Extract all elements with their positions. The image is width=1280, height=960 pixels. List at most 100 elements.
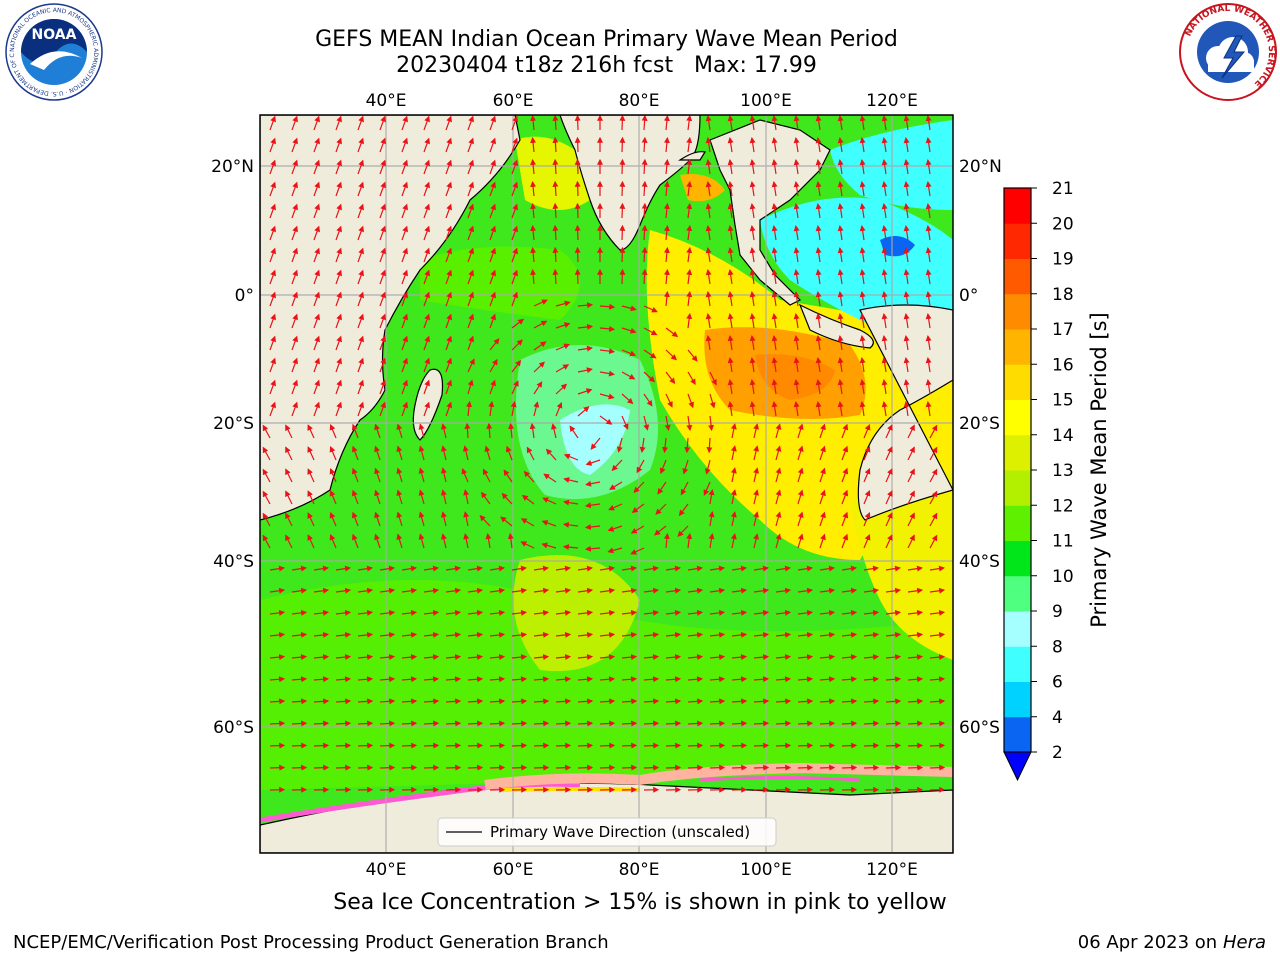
colorbar-segment <box>1004 399 1031 436</box>
wave-arrow <box>269 676 286 683</box>
wave-arrow <box>467 269 474 285</box>
wave-arrow <box>552 136 559 153</box>
wave-arrow <box>929 424 938 439</box>
wave-arrow <box>329 423 337 439</box>
wave-arrow <box>269 225 276 241</box>
wave-arrow <box>563 499 579 506</box>
wave-arrow <box>686 246 693 263</box>
wave-arrow <box>489 698 506 705</box>
wave-arrow <box>929 565 945 572</box>
wave-arrow <box>687 764 704 771</box>
wave-arrow <box>687 587 704 594</box>
wave-arrow <box>749 203 756 219</box>
wave-arrow <box>520 541 535 549</box>
colorbar-segment <box>1004 223 1031 259</box>
wave-arrow <box>291 115 298 131</box>
wave-arrow <box>885 565 901 572</box>
wave-arrow <box>463 511 470 527</box>
wave-arrow <box>863 489 871 505</box>
wave-arrow <box>863 467 871 483</box>
wave-arrow <box>815 269 822 285</box>
wave-arrow <box>401 401 408 417</box>
arabian-sea-field <box>420 246 580 320</box>
wave-arrow <box>313 357 320 373</box>
wave-arrow <box>440 489 447 505</box>
wave-arrow <box>569 425 579 439</box>
wave-arrow <box>423 654 440 661</box>
wave-arrow <box>705 181 712 197</box>
wave-arrow <box>665 654 682 661</box>
wave-arrow <box>907 534 915 549</box>
wave-arrow <box>423 609 440 616</box>
wave-arrow <box>663 180 670 197</box>
wave-arrow <box>574 246 581 263</box>
wave-arrow <box>329 467 337 483</box>
wave-arrow <box>655 503 667 515</box>
wave-arrow <box>599 720 616 727</box>
wave-arrow <box>262 490 271 505</box>
wave-arrow <box>665 631 682 638</box>
wave-arrow <box>511 609 528 616</box>
wave-arrow <box>401 609 418 616</box>
wave-arrow <box>797 654 814 661</box>
wave-arrow <box>335 181 342 197</box>
wave-arrow <box>631 503 645 514</box>
legend-label: Primary Wave Direction (unscaled) <box>490 823 750 841</box>
wave-arrow <box>357 291 364 307</box>
wave-arrow <box>357 137 364 153</box>
wave-arrow <box>815 291 822 307</box>
wave-arrow <box>335 247 342 263</box>
wave-arrow <box>881 313 888 329</box>
wave-arrow <box>859 247 866 263</box>
wave-arrow <box>533 401 540 417</box>
wave-arrow <box>665 565 681 572</box>
wave-arrow <box>815 181 822 197</box>
wave-arrow <box>907 676 924 683</box>
wave-arrow <box>903 335 910 351</box>
wave-arrow <box>533 720 550 727</box>
wave-arrow <box>775 720 792 727</box>
wave-arrow <box>511 247 518 263</box>
wave-arrow <box>749 379 756 395</box>
wave-arrow <box>467 587 484 594</box>
wave-arrow <box>533 299 548 307</box>
wave-arrow <box>313 313 320 329</box>
wave-arrow <box>837 247 844 263</box>
wave-arrow <box>731 587 748 594</box>
wave-arrow <box>705 159 712 175</box>
wave-arrow <box>511 339 523 351</box>
period-14-region <box>850 470 953 660</box>
wave-arrow <box>641 158 648 175</box>
wave-arrow <box>903 137 910 153</box>
wave-arrow <box>771 115 778 131</box>
wave-arrow <box>819 654 836 661</box>
wave-arrow <box>731 764 748 771</box>
wave-arrow <box>925 115 932 131</box>
wave-arrow <box>819 467 826 483</box>
wave-arrow <box>859 291 866 307</box>
wave-arrow <box>665 698 682 705</box>
wave-arrow <box>423 203 430 219</box>
wave-arrow <box>485 533 492 549</box>
wave-arrow <box>793 401 800 417</box>
wave-arrow <box>819 565 835 572</box>
wave-arrow <box>423 676 440 683</box>
wave-arrow <box>621 371 636 380</box>
wave-arrow <box>577 388 593 395</box>
wave-arrow <box>708 511 715 527</box>
wave-arrow <box>401 764 418 771</box>
wave-arrow <box>269 115 276 131</box>
lat-tick-right: 20°S <box>959 414 1000 434</box>
wave-arrow <box>885 446 893 461</box>
wave-arrow <box>775 445 782 461</box>
wave-arrow <box>501 492 513 505</box>
wave-arrow <box>771 335 778 351</box>
wave-arrow <box>686 224 693 241</box>
wave-arrow <box>401 247 408 263</box>
colorbar-tick-label: 16 <box>1052 355 1074 375</box>
wave-arrow <box>379 291 386 307</box>
wave-arrow <box>379 247 386 263</box>
wave-arrow <box>643 764 660 771</box>
wave-arrow <box>577 676 594 683</box>
wave-arrow <box>291 291 298 307</box>
